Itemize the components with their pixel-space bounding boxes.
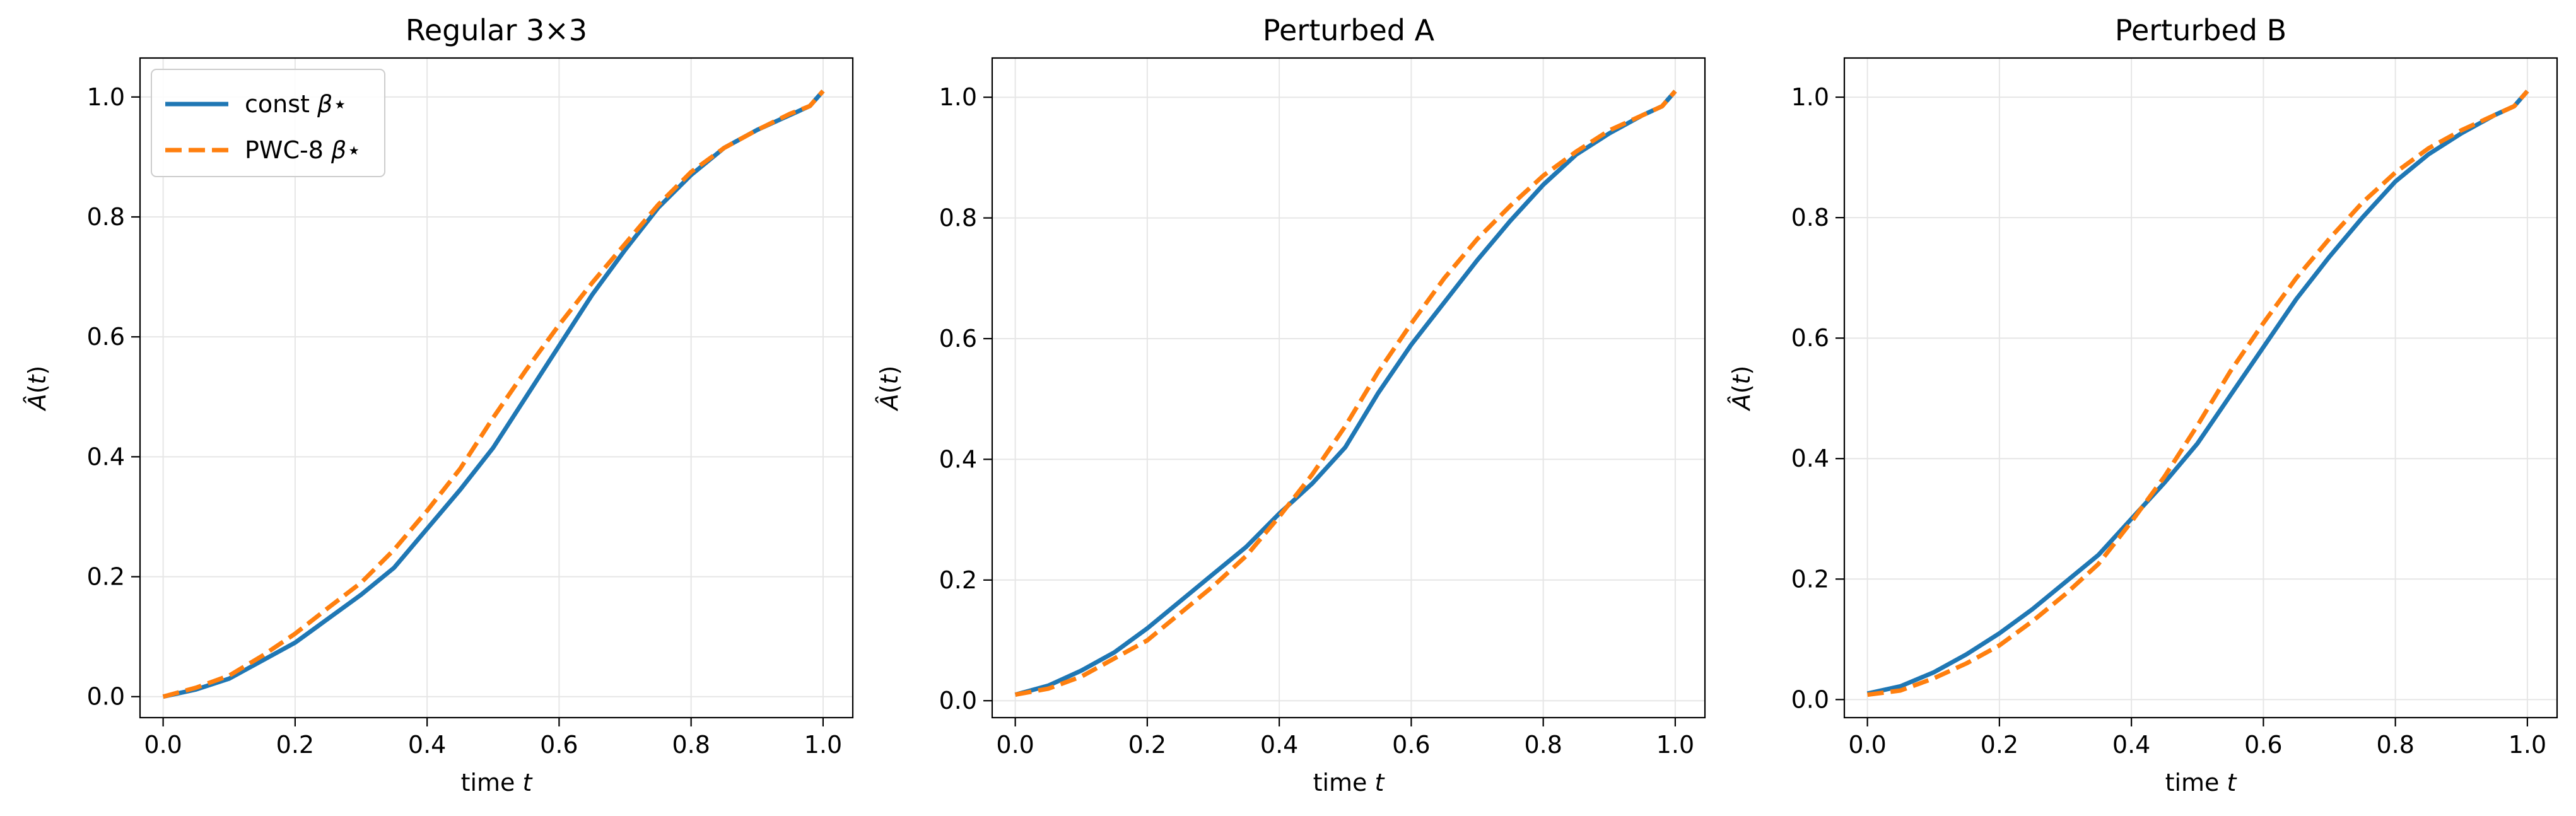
series-pwc8-line	[1014, 90, 1677, 697]
y-axis-label: Â(t)	[1728, 366, 1755, 412]
x-tick-label: 0.4	[2112, 731, 2150, 759]
y-tick-label: 0.6	[1791, 324, 1829, 352]
x-tick-label: 0.4	[1260, 731, 1298, 759]
series-pwc8-line	[1867, 90, 2529, 697]
x-tick-label: 0.8	[672, 731, 710, 759]
panel-title: Perturbed B	[2115, 13, 2286, 47]
y-tick-label: 0.4	[939, 445, 977, 473]
axes-frame	[1843, 57, 2558, 719]
x-tick-label: 0.6	[540, 731, 578, 759]
y-tick-label: 1.0	[1791, 83, 1829, 111]
y-tick-label: 0.8	[939, 204, 977, 232]
legend-label-const: const β⋆	[245, 90, 348, 118]
y-tick-label: 1.0	[87, 83, 125, 111]
legend-label-pwc8: PWC-8 β⋆	[245, 136, 361, 164]
legend-box	[151, 69, 385, 177]
y-tick-label: 0.0	[87, 683, 125, 711]
y-tick-label: 0.8	[87, 203, 125, 231]
x-axis-label: time t	[2165, 769, 2238, 796]
x-tick-label: 0.0	[996, 731, 1034, 759]
y-tick-label: 0.4	[1791, 445, 1829, 472]
y-tick-label: 1.0	[939, 83, 977, 111]
panel-title: Perturbed A	[1263, 13, 1435, 47]
x-tick-label: 0.2	[276, 731, 314, 759]
y-tick-label: 0.0	[1791, 685, 1829, 713]
y-tick-label: 0.6	[939, 325, 977, 353]
y-tick-label: 0.4	[87, 443, 125, 470]
x-axis-label: time t	[1313, 769, 1386, 796]
x-tick-label: 0.2	[1981, 731, 2018, 759]
plot-area	[1844, 58, 2557, 718]
series-pwc8-line	[162, 89, 825, 699]
y-tick-label: 0.8	[1791, 204, 1829, 231]
x-tick-label: 0.2	[1128, 731, 1166, 759]
x-tick-label: 0.8	[1524, 731, 1562, 759]
panel-title: Regular 3×3	[406, 13, 587, 47]
x-tick-label: 0.6	[1392, 731, 1430, 759]
x-tick-label: 0.6	[2244, 731, 2282, 759]
grid	[140, 58, 853, 718]
x-tick-label: 0.8	[2376, 731, 2414, 759]
y-tick-label: 0.6	[87, 323, 125, 351]
panel-1: 0.0 0.2 0.4 0.6 0.8 1.0 0.0 0.2 0.4 0.6 0.8 1.0 Regu…	[23, 13, 854, 796]
panel-3: 0.0 0.2 0.4 0.6 0.8 1.0 0.0 0.2 0.4 0.6 0.8 1.0 Pert…	[1728, 13, 2558, 796]
x-tick-label: 0.0	[1848, 731, 1886, 759]
x-tick-label: 1.0	[1656, 731, 1694, 759]
series-const-line	[1014, 90, 1677, 697]
x-axis-label: time t	[461, 769, 534, 796]
x-tick-label: 0.0	[144, 731, 182, 759]
legend: const β⋆ PWC-8 β⋆	[151, 69, 385, 177]
y-axis-label: Â(t)	[23, 366, 51, 412]
plot-area	[992, 58, 1705, 718]
x-tick-label: 0.4	[408, 731, 446, 759]
grid	[1844, 58, 2557, 718]
y-tick-label: 0.2	[87, 563, 125, 591]
grid	[992, 58, 1705, 718]
x-tick-label: 1.0	[2509, 731, 2546, 759]
y-tick-label: 0.0	[939, 687, 977, 714]
series-const-line	[1866, 90, 2529, 696]
panel-2: 0.0 0.2 0.4 0.6 0.8 1.0 0.0 0.2 0.4 0.6 0.8 1.0 Pert…	[875, 13, 1706, 796]
x-tick-label: 1.0	[804, 731, 842, 759]
y-tick-label: 0.2	[939, 566, 977, 594]
axes-frame	[139, 57, 854, 719]
axes-frame	[991, 57, 1706, 719]
y-axis-label: Â(t)	[875, 366, 903, 412]
y-tick-label: 0.2	[1791, 565, 1829, 593]
